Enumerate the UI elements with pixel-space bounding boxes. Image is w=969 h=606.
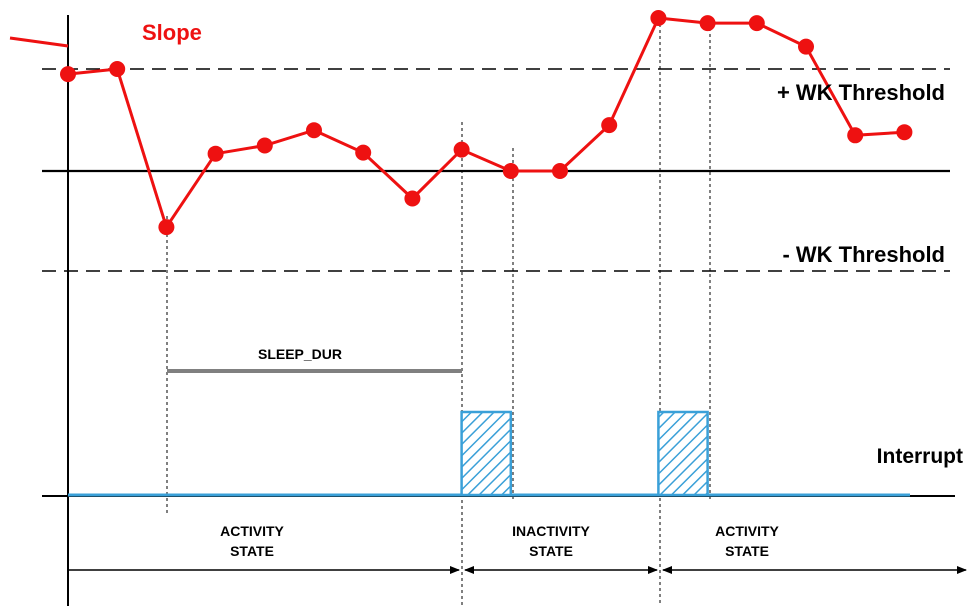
slope-point-12 [650,10,666,26]
slope-point-2 [158,219,174,235]
slope-point-11 [601,117,617,133]
slope-point-9 [503,163,519,179]
state-1-line1: ACTIVITY [220,523,284,539]
interrupt-label: Interrupt [877,445,963,468]
slope-point-3 [208,146,224,162]
slope-point-8 [454,142,470,158]
state-3-line1: ACTIVITY [715,523,779,539]
slope-point-17 [896,124,912,140]
slope-point-14 [749,15,765,31]
slope-point-5 [306,122,322,138]
slope-point-13 [700,15,716,31]
slope-point-7 [404,191,420,207]
slope-line [68,18,904,227]
slope-point-10 [552,163,568,179]
minus-threshold-label: - WK Threshold [782,242,945,267]
interrupt-pulses [462,412,708,495]
slope-point-6 [355,145,371,161]
sleep-duration-label: SLEEP_DUR [258,346,342,362]
state-2-line1: INACTIVITY [512,523,590,539]
slope-point-16 [847,127,863,143]
plus-threshold-label: + WK Threshold [777,80,945,105]
slope-point-1 [109,61,125,77]
slope-point-0 [60,66,76,82]
state-markers [167,18,710,606]
interrupt-pulse-1 [462,412,511,495]
slope-point-4 [257,138,273,154]
slope-label: Slope [142,20,202,45]
slope-point-15 [798,39,814,55]
state-2-line2: STATE [529,543,573,559]
interrupt-pulse-2 [658,412,707,495]
state-1-line2: STATE [230,543,274,559]
state-3-line2: STATE [725,543,769,559]
slope-lead-in [10,38,68,46]
